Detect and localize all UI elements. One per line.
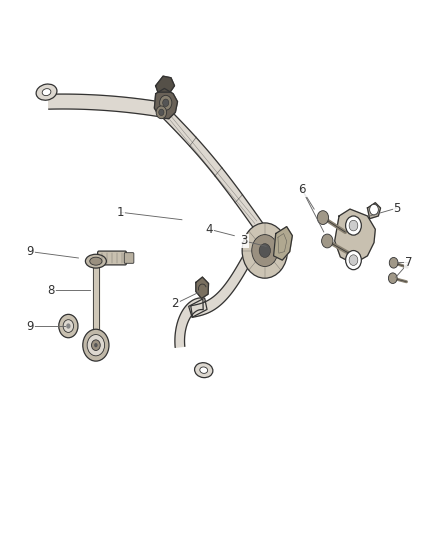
- Polygon shape: [335, 209, 375, 264]
- Circle shape: [370, 204, 378, 215]
- Polygon shape: [196, 277, 208, 298]
- Circle shape: [346, 216, 361, 235]
- Circle shape: [83, 329, 109, 361]
- Text: 6: 6: [298, 183, 306, 196]
- Polygon shape: [49, 94, 163, 117]
- Circle shape: [349, 220, 358, 231]
- Polygon shape: [367, 203, 381, 219]
- Text: 4: 4: [206, 223, 213, 236]
- Circle shape: [346, 251, 361, 270]
- Ellipse shape: [42, 88, 51, 95]
- Circle shape: [259, 244, 271, 257]
- Circle shape: [162, 99, 169, 107]
- FancyBboxPatch shape: [124, 253, 134, 263]
- Polygon shape: [274, 227, 292, 260]
- Circle shape: [159, 95, 172, 110]
- Polygon shape: [175, 247, 256, 348]
- Circle shape: [389, 257, 398, 268]
- Circle shape: [252, 235, 278, 266]
- Text: 7: 7: [405, 256, 413, 269]
- Circle shape: [63, 320, 74, 333]
- Ellipse shape: [194, 362, 213, 378]
- Polygon shape: [155, 76, 174, 92]
- Circle shape: [156, 106, 166, 119]
- Circle shape: [94, 343, 98, 348]
- Ellipse shape: [90, 257, 102, 265]
- Ellipse shape: [85, 254, 106, 268]
- Ellipse shape: [200, 367, 208, 374]
- Text: 1: 1: [117, 206, 124, 219]
- Polygon shape: [93, 263, 99, 341]
- Polygon shape: [159, 105, 266, 236]
- Text: 3: 3: [240, 235, 248, 247]
- Text: 8: 8: [47, 284, 55, 297]
- Circle shape: [317, 211, 328, 224]
- Polygon shape: [154, 88, 177, 119]
- Circle shape: [321, 234, 333, 248]
- Text: 9: 9: [27, 320, 34, 333]
- Circle shape: [59, 314, 78, 338]
- Circle shape: [389, 273, 397, 284]
- Circle shape: [87, 335, 105, 356]
- Circle shape: [66, 324, 71, 329]
- Circle shape: [159, 109, 164, 116]
- Text: 2: 2: [172, 297, 179, 310]
- Circle shape: [349, 255, 358, 265]
- Circle shape: [242, 223, 288, 278]
- Text: 5: 5: [393, 201, 401, 214]
- Circle shape: [92, 340, 100, 351]
- Text: 9: 9: [27, 245, 34, 258]
- FancyBboxPatch shape: [98, 251, 127, 265]
- Ellipse shape: [36, 84, 57, 100]
